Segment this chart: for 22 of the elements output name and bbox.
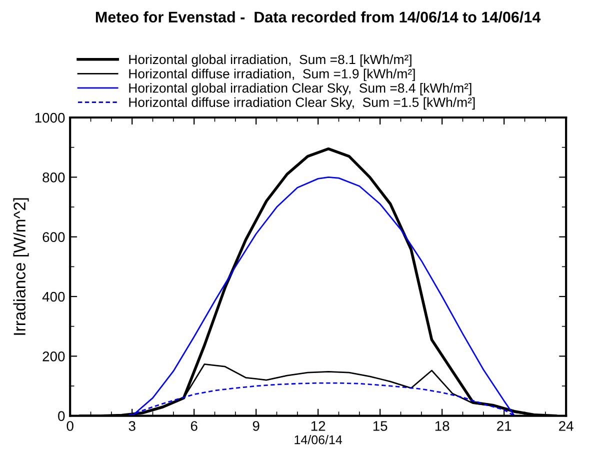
legend-label: Horizontal global irradiation Clear Sky, Sum =8.4 [kWh/m²] xyxy=(129,83,472,96)
x-tick-label: 3 xyxy=(128,421,136,431)
x-tick-label: 21 xyxy=(497,421,512,431)
legend-label: Horizontal diffuse irradiation Clear Sky, Sum =1.5 [kWh/m²] xyxy=(129,97,475,110)
x-tick-label: 0 xyxy=(66,421,74,431)
y-tick-label: 0 xyxy=(58,411,65,422)
y-tick-label: 400 xyxy=(42,292,65,302)
x-tick-label: 24 xyxy=(559,421,574,431)
x-tick-label: 6 xyxy=(190,421,198,431)
y-tick-label: 600 xyxy=(42,232,65,242)
y-tick-label: 1000 xyxy=(35,112,65,123)
legend-label: Horizontal diffuse irradiation, Sum =1.9 [kWh/m²] xyxy=(129,68,415,82)
x-tick-label: 9 xyxy=(252,421,260,431)
chart-title: Meteo for Evenstad - Data recorded from 14/06/14 to 14/06/14 xyxy=(96,11,541,23)
y-axis-title: Irradiance [W/m^2] xyxy=(13,198,29,335)
y-tick-label: 800 xyxy=(42,172,65,182)
x-tick-label: 15 xyxy=(373,421,388,431)
y-tick-label: 200 xyxy=(42,352,65,362)
legend-label: Horizontal global irradiation, Sum =8.1 [kWh/m²] xyxy=(129,54,412,67)
x-tick-label: 18 xyxy=(435,421,450,431)
x-tick-label: 12 xyxy=(311,421,326,431)
x-axis-title: 14/06/14 xyxy=(294,435,342,444)
